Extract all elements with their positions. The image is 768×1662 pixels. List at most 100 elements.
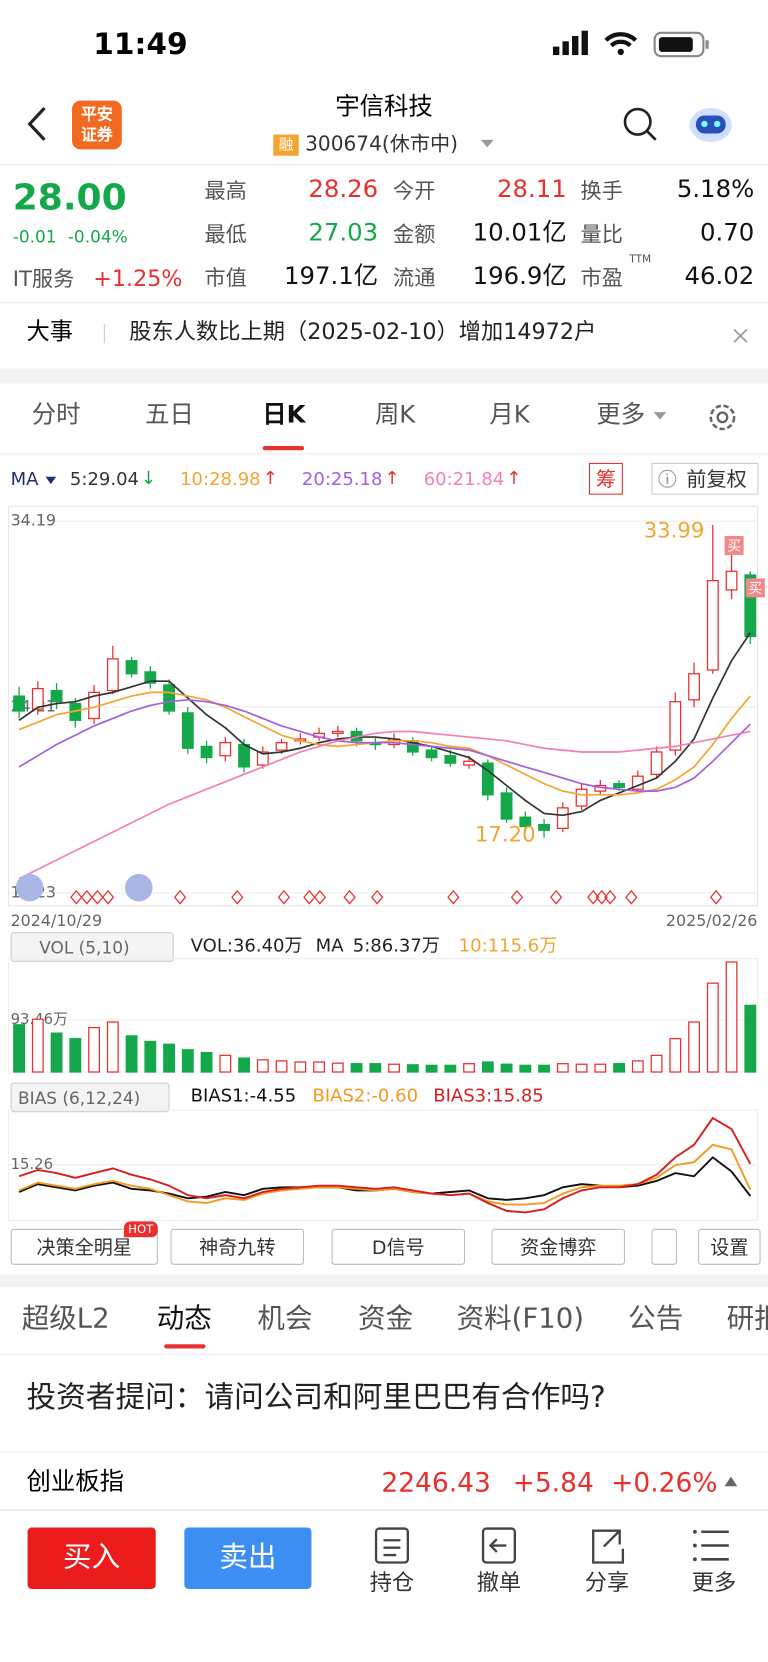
expand-icon[interactable] [724, 1475, 739, 1488]
action-icons [374, 1527, 729, 1564]
volume-bar [13, 1024, 25, 1073]
event-marker [370, 889, 384, 905]
band [0, 1274, 768, 1288]
tool-button[interactable] [651, 1228, 677, 1265]
info-tab[interactable]: 超级L2 [21, 1302, 110, 1335]
period-tab[interactable]: 更多 [596, 401, 646, 430]
assistant-button[interactable] [686, 102, 735, 146]
change-pct: -0.04% [67, 226, 128, 247]
candle-body [238, 743, 250, 768]
volume-bar [594, 1063, 607, 1073]
event-marker [313, 889, 327, 905]
action-item[interactable]: 持仓 [369, 1569, 415, 1596]
ma-legend-item: 10:28.98 [180, 469, 261, 491]
event-marker [510, 889, 524, 905]
field-label: 金额 [393, 221, 436, 247]
event-marker [343, 889, 356, 905]
bias-indicator: BIAS (6,12,24) [18, 1087, 141, 1108]
dropdown-icon [45, 476, 57, 485]
ma-legend-item: 20:25.18 [301, 469, 383, 491]
event-marker [101, 889, 115, 905]
tool-button[interactable]: 决策全明星 [10, 1228, 158, 1265]
volume-bar [200, 1051, 213, 1073]
buy-marker: 买 [727, 539, 741, 555]
ma-legend-item: 5:29.04 [69, 469, 140, 491]
vol-selector[interactable]: VOL (5,10) [10, 932, 174, 962]
volume-bar [181, 1049, 194, 1073]
tool-button[interactable]: 神奇九转 [170, 1228, 305, 1265]
chip-button[interactable]: 筹 [588, 462, 623, 495]
candle-body [669, 701, 682, 751]
candle-body [556, 807, 569, 829]
period-tab[interactable]: 五日 [145, 401, 194, 430]
search-button[interactable] [620, 104, 662, 146]
event-marker [303, 889, 316, 905]
index-name: 创业板指 [26, 1468, 124, 1496]
candle-body [613, 783, 625, 789]
bias-selector[interactable]: BIAS (6,12,24) [10, 1082, 170, 1113]
sector-pct: +1.25% [93, 265, 183, 292]
info-tab[interactable]: 动态 [156, 1302, 212, 1335]
sell-button[interactable]: 卖出 [184, 1527, 312, 1589]
event-marker [550, 889, 563, 905]
bias-line [18, 1116, 752, 1214]
period-tab[interactable]: 日K [262, 401, 306, 430]
field-label: 最低 [204, 221, 247, 247]
collapse-button[interactable] [15, 873, 44, 902]
price-annotation: 17.20 [475, 822, 536, 847]
back-button[interactable] [21, 104, 53, 146]
info-tab[interactable]: 资金 [358, 1302, 414, 1335]
volume-bar [163, 1043, 175, 1073]
candle-body [219, 742, 232, 757]
volume-bar [238, 1057, 250, 1073]
settings-button[interactable] [706, 400, 740, 434]
buy-marker: 买 [748, 581, 762, 597]
stock-code[interactable]: 300674(休市中) [305, 132, 459, 156]
band [0, 368, 768, 384]
ma-line [18, 698, 751, 792]
event-marker [80, 889, 93, 905]
fullscreen-button[interactable] [124, 873, 153, 902]
adjust-button[interactable]: 前复权 [651, 462, 759, 495]
volume-bar [350, 1063, 363, 1073]
candle-body [31, 688, 44, 710]
ma-line [18, 730, 751, 880]
broker-line: 证券 [81, 124, 113, 145]
candle-body [500, 792, 513, 820]
event-marker [604, 889, 617, 905]
date-label: 2025/02/26 [666, 911, 758, 930]
volume-bar [613, 1063, 625, 1073]
event-marker [70, 889, 83, 905]
news-text[interactable]: 股东人数比上期（2025-02-10）增加14972户 [129, 318, 597, 345]
ma-label[interactable]: MA [10, 469, 39, 491]
question[interactable]: 投资者提问：请问公司和阿里巴巴有合作吗? [26, 1379, 606, 1415]
volume-bar [106, 1021, 119, 1073]
field-value: 28.26 [308, 175, 379, 204]
info-tab[interactable]: 公告 [628, 1302, 684, 1335]
vol-legend-item: 10:115.6万 [458, 935, 558, 957]
info-tab[interactable]: 机会 [257, 1302, 313, 1335]
period-tab[interactable]: 周K [374, 401, 416, 430]
ma-line [18, 632, 752, 817]
period-tab[interactable]: 月K [489, 401, 530, 430]
info-tab[interactable]: 研报 [726, 1302, 768, 1335]
buy-button[interactable]: 买入 [27, 1527, 156, 1589]
event-marker [447, 889, 460, 905]
tool-button[interactable]: 设置 [698, 1228, 761, 1265]
info-tab[interactable]: 资料(F10) [456, 1302, 585, 1335]
tool-button[interactable]: D信号 [331, 1228, 466, 1265]
volume-bar [275, 1060, 288, 1073]
candle-body [444, 755, 457, 764]
action-item[interactable]: 撤单 [476, 1569, 522, 1596]
tool-button[interactable]: 资金博弈 [491, 1228, 625, 1265]
volume-bar [88, 1026, 100, 1073]
action-item[interactable]: 分享 [584, 1569, 630, 1596]
volume-bar [538, 1064, 550, 1073]
period-tab[interactable]: 分时 [31, 401, 81, 430]
close-button[interactable] [731, 326, 750, 345]
divider [0, 301, 768, 303]
action-item[interactable]: 更多 [691, 1569, 737, 1596]
change: -0.01 [12, 226, 57, 247]
broker-logo[interactable]: 平安 证券 [72, 100, 122, 150]
index-change: +5.84 [512, 1467, 594, 1498]
